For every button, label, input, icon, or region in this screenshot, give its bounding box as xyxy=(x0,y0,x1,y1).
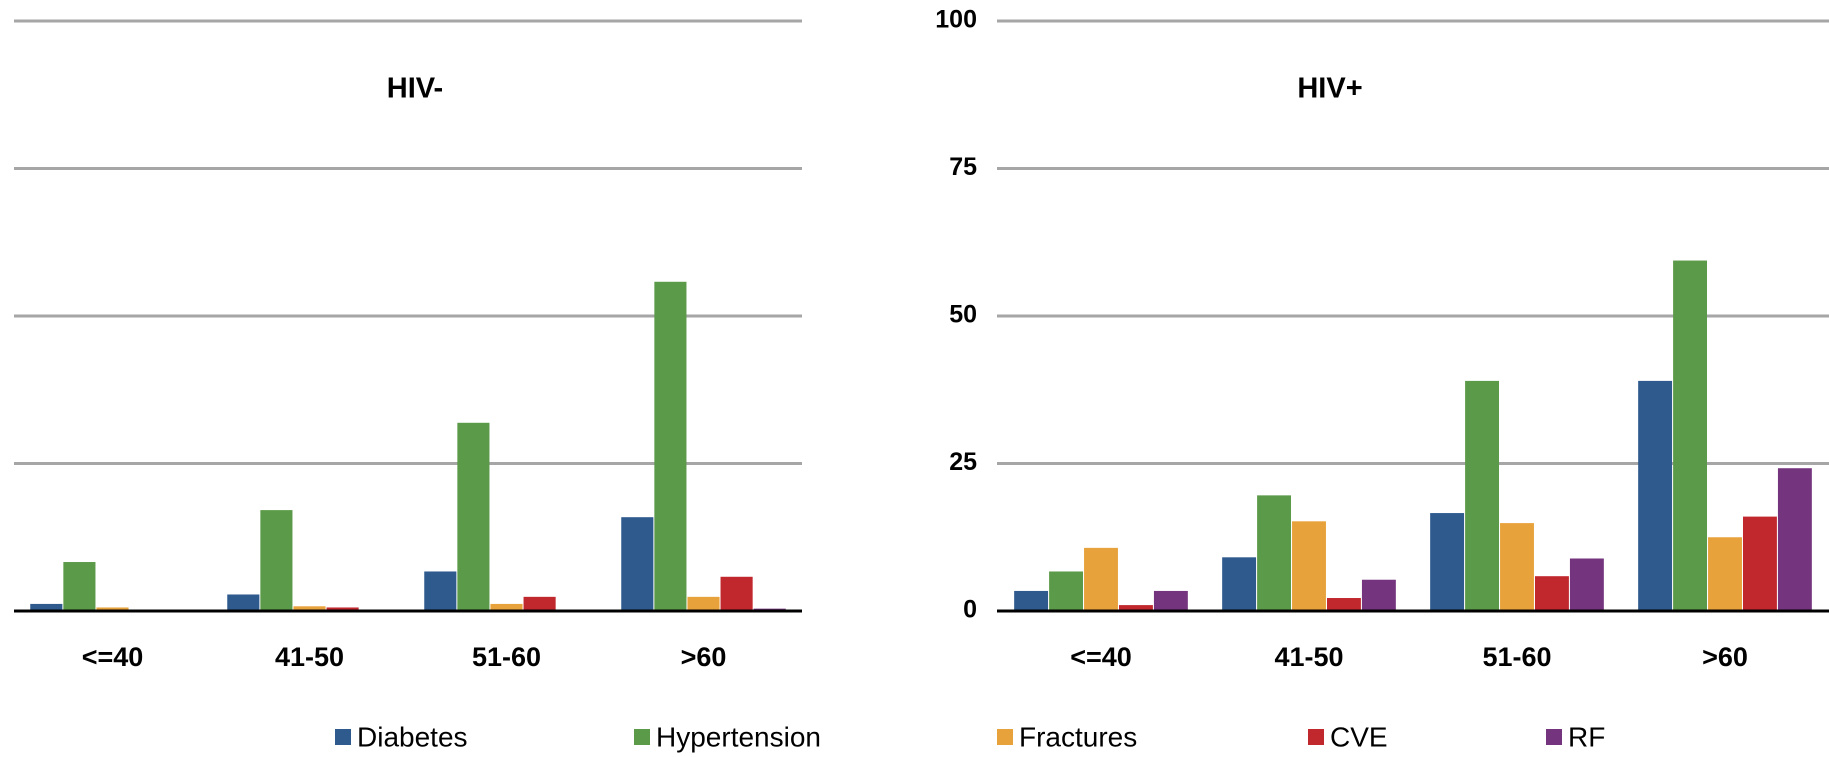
y-tick-label: 100 xyxy=(935,6,977,34)
bar xyxy=(1222,557,1257,611)
legend-swatch xyxy=(1308,729,1324,745)
bar xyxy=(621,517,654,611)
bar xyxy=(1569,558,1604,611)
bar xyxy=(1118,605,1153,611)
bar xyxy=(1257,495,1292,611)
bar xyxy=(1084,547,1118,611)
legend-label: Diabetes xyxy=(357,721,468,752)
bar xyxy=(654,281,687,611)
y-tick-label: 75 xyxy=(949,153,977,181)
x-tick-label: 41-50 xyxy=(1274,642,1343,672)
bar xyxy=(720,576,753,611)
legend-label: Fractures xyxy=(1019,721,1137,752)
x-tick-label: 41-50 xyxy=(275,642,344,672)
x-tick-label: <=40 xyxy=(1070,642,1132,672)
bar xyxy=(1326,598,1361,611)
legend-swatch xyxy=(997,729,1013,745)
legend-label: CVE xyxy=(1330,721,1388,752)
bar xyxy=(1014,590,1049,611)
bar xyxy=(293,606,326,611)
bar xyxy=(1430,513,1465,611)
bar xyxy=(687,596,720,611)
y-tick-label: 25 xyxy=(949,448,977,476)
bar xyxy=(1673,260,1708,611)
bar xyxy=(227,594,260,611)
bar xyxy=(1777,468,1812,611)
bar xyxy=(1465,380,1500,611)
bar xyxy=(1708,537,1742,611)
bar xyxy=(523,596,556,611)
x-tick-label: 51-60 xyxy=(472,642,541,672)
legend-swatch xyxy=(634,729,650,745)
x-tick-label: >60 xyxy=(1702,642,1748,672)
bar xyxy=(424,571,457,611)
bar xyxy=(1361,579,1396,611)
legend-swatch xyxy=(1546,729,1562,745)
legend-label: Hypertension xyxy=(656,721,821,752)
bar xyxy=(490,603,523,611)
legend-label: RF xyxy=(1568,721,1605,752)
x-tick-label: >60 xyxy=(681,642,727,672)
bar xyxy=(1292,521,1326,611)
x-tick-label: 51-60 xyxy=(1482,642,1551,672)
bar xyxy=(1742,516,1777,611)
bar xyxy=(1638,380,1673,611)
y-tick-label: 50 xyxy=(949,301,977,329)
legend-swatch xyxy=(335,729,351,745)
x-tick-label: <=40 xyxy=(82,642,144,672)
chart-title: HIV+ xyxy=(1297,73,1362,105)
bar xyxy=(1500,523,1534,611)
bar xyxy=(326,607,359,611)
bar xyxy=(1153,590,1188,611)
chart-title: HIV- xyxy=(387,73,443,105)
bar xyxy=(96,607,129,611)
y-tick-label: 0 xyxy=(963,596,977,624)
bar xyxy=(30,603,63,611)
bar xyxy=(1049,571,1084,611)
bar xyxy=(260,510,293,611)
bar xyxy=(1534,576,1569,611)
bar xyxy=(457,422,490,611)
bar xyxy=(63,562,96,611)
